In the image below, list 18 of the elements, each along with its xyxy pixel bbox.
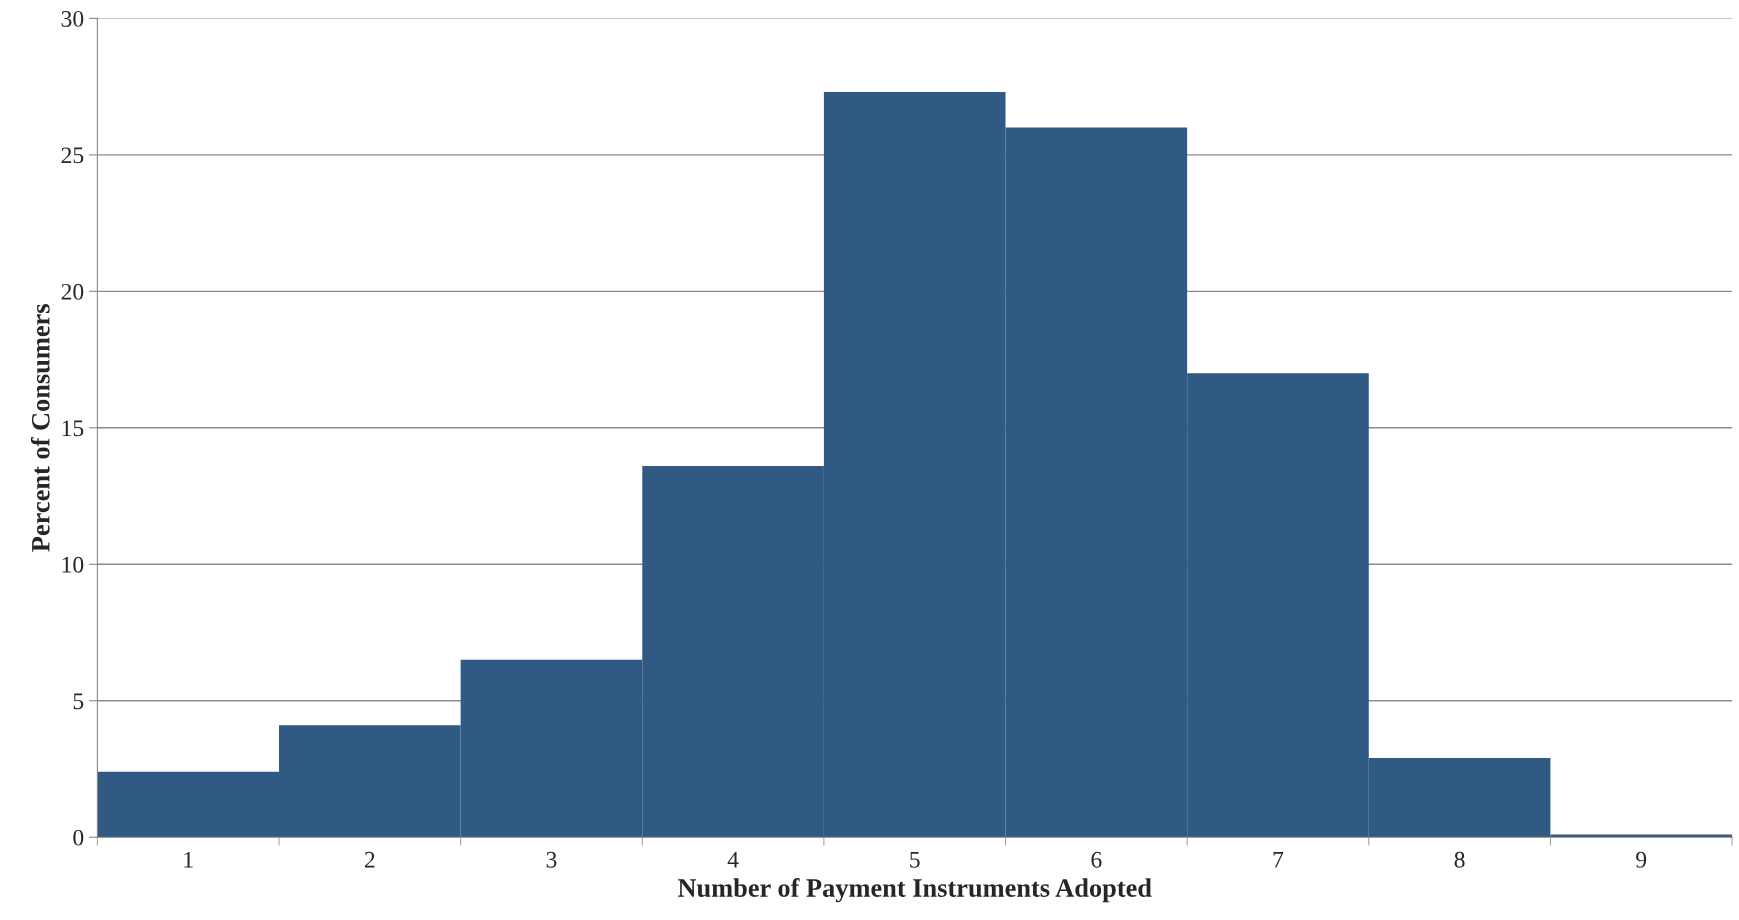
y-axis-title: Percent of Consumers [30,304,50,552]
x-tick-label: 8 [1454,851,1465,868]
x-tick-label: 5 [910,852,920,868]
x-tick-label: 9 [1636,851,1647,868]
x-tick-label: 6 [1091,851,1102,868]
y-tick-label: 15 [62,420,84,437]
x-tick-label: 1 [184,851,193,868]
y-tick-label: 20 [61,283,84,300]
x-tick-label: 4 [727,851,739,868]
y-tick-label: 10 [62,556,84,573]
y-tick-label: 0 [73,829,84,846]
x-tick-label: 7 [1273,852,1284,868]
x-axis-title: Number of Payment Instruments Adopted [677,878,1152,903]
y-tick-label: 5 [73,693,84,710]
y-tick-label: 30 [61,10,84,27]
x-tick-label: 3 [546,851,557,868]
y-tick-label: 25 [61,147,84,164]
x-tick-label: 2 [364,851,375,868]
